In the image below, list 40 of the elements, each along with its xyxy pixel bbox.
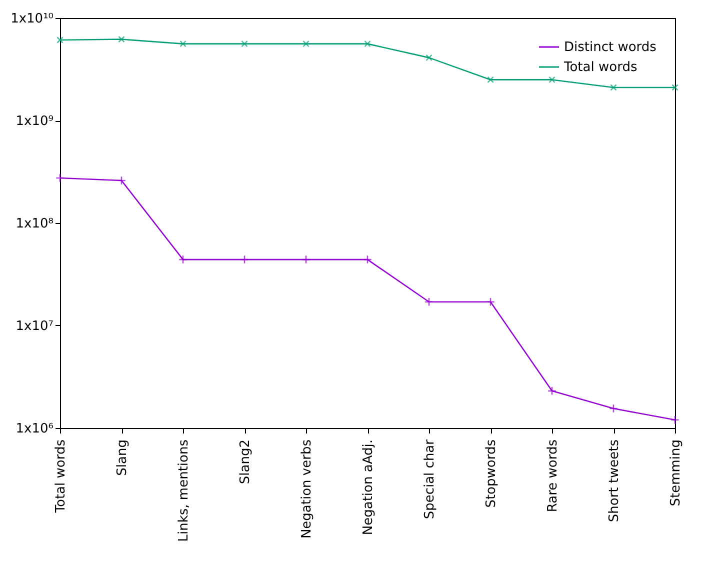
x-tick-label: Rare words [546, 439, 560, 512]
y-tick-label: 1x10¹⁰ [10, 12, 54, 26]
x-tick-label: Total words [54, 439, 68, 514]
x-tick-label: Stemming [668, 440, 684, 506]
x-tick-label: Negation aAdj. [361, 440, 376, 536]
point [301, 255, 311, 264]
point [486, 297, 496, 306]
point [241, 40, 248, 48]
point [56, 36, 64, 44]
legend-label: Distinct words [564, 40, 657, 55]
y-tick-label: 1x10⁸ [16, 216, 54, 232]
x-tick-label: Slang [115, 440, 130, 476]
point [426, 54, 432, 62]
point [547, 386, 557, 396]
point [487, 76, 494, 84]
point [118, 36, 125, 43]
point [178, 255, 188, 264]
point [302, 40, 310, 48]
point [424, 297, 434, 306]
x-tick-label: Stopwords [484, 439, 499, 508]
y-tick-label: 1x10⁷ [16, 319, 54, 334]
y-tick-label: 1x10⁶ [16, 422, 54, 436]
point [362, 255, 372, 264]
x-tick-label: Special char [422, 438, 438, 520]
y-tick-label: 1x10⁹ [16, 114, 54, 129]
point [548, 76, 556, 84]
point [240, 255, 250, 264]
legend-label: Total words [563, 60, 638, 75]
x-tick-label: Slang2 [238, 440, 253, 484]
point [610, 84, 617, 91]
point [672, 84, 678, 91]
point [364, 40, 371, 48]
point [608, 404, 618, 414]
point [180, 40, 186, 48]
x-tick-label: Short tweets [607, 439, 622, 522]
point [55, 173, 65, 182]
x-tick-label: Links, mentions [176, 439, 192, 542]
point [116, 176, 126, 185]
point [670, 415, 680, 424]
x-tick-label: Negation verbs [300, 439, 314, 539]
